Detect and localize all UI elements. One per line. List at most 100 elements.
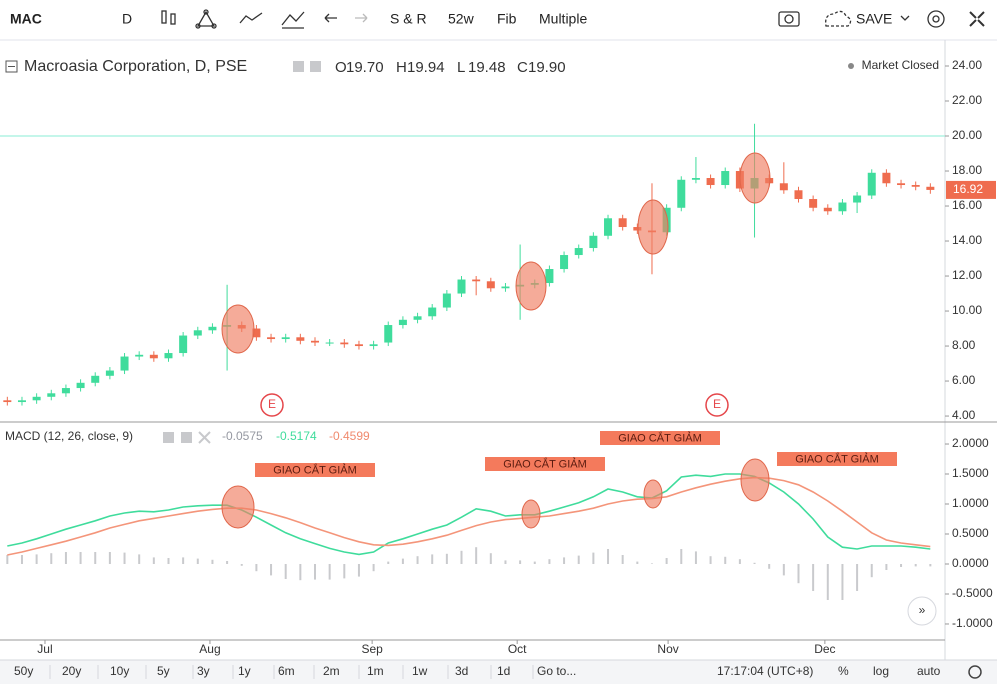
y-tick-label: 24.00: [952, 58, 982, 72]
log-toggle[interactable]: log: [873, 664, 889, 678]
y-tick-label: 18.00: [952, 163, 982, 177]
histogram-bar: [299, 563, 302, 581]
candle-body: [193, 330, 202, 336]
annotation-label: GIAO CẮT GIẢM: [273, 463, 357, 476]
range-button[interactable]: 1y: [238, 664, 251, 678]
candle-body: [179, 335, 188, 354]
histogram-bar: [870, 563, 873, 578]
histogram-bar: [211, 559, 214, 564]
save-button[interactable]: SAVE: [856, 11, 892, 27]
collapse-icon[interactable]: [5, 60, 18, 73]
histogram-bar: [607, 548, 610, 564]
range-button[interactable]: 1m: [367, 664, 384, 678]
range-button[interactable]: 3y: [197, 664, 210, 678]
candle-body: [882, 172, 891, 184]
histogram-bar: [343, 563, 346, 579]
candle-body: [457, 279, 466, 294]
candle-body: [823, 207, 832, 212]
y-tick-label: 22.00: [952, 93, 982, 107]
ohlc-label: L: [457, 59, 465, 76]
range-button[interactable]: 3d: [455, 664, 468, 678]
candle-body: [911, 185, 920, 187]
highlight: [740, 458, 770, 502]
legend-icons[interactable]: [293, 61, 321, 72]
candle-body: [61, 388, 70, 394]
ohlc-value: 19.90: [528, 59, 566, 76]
toolbar-icons[interactable]: [161, 9, 985, 29]
candle-body: [296, 337, 305, 341]
candle-body: [486, 281, 495, 289]
histogram-bar: [328, 563, 331, 580]
y-tick-label: 8.00: [952, 338, 976, 352]
histogram-bar: [196, 558, 199, 564]
range-button[interactable]: 5y: [157, 664, 170, 678]
range-button[interactable]: 10y: [110, 664, 129, 678]
histogram-bar: [255, 563, 258, 572]
candle-body: [472, 279, 481, 282]
y-tick-label: 4.00: [952, 408, 976, 422]
event-marker-label: E: [713, 397, 721, 411]
candle-body: [926, 186, 935, 190]
range-button[interactable]: 2m: [323, 664, 340, 678]
histogram-bar: [753, 562, 756, 564]
toolbar-button[interactable]: 52w: [448, 11, 475, 27]
auto-toggle[interactable]: auto: [917, 664, 941, 678]
toolbar-button[interactable]: Fib: [497, 11, 517, 27]
candle-body: [706, 178, 715, 186]
annotation-box: [485, 457, 605, 471]
histogram-bar: [797, 563, 800, 584]
x-tick-label: Jul: [37, 642, 52, 656]
range-button[interactable]: 50y: [14, 664, 33, 678]
candle-body: [398, 319, 407, 326]
candle-body: [354, 344, 363, 347]
toolbar-button[interactable]: Multiple: [539, 11, 587, 27]
range-button[interactable]: 1w: [412, 664, 428, 678]
range-button[interactable]: 1d: [497, 664, 510, 678]
go-to-button[interactable]: Go to...: [537, 664, 576, 678]
symbol[interactable]: MAC: [10, 11, 42, 27]
histogram-bar: [108, 551, 111, 564]
histogram-bar: [900, 563, 903, 567]
candle-body: [120, 356, 129, 371]
scroll-button[interactable]: [907, 596, 937, 626]
candle-body: [604, 218, 613, 236]
candle-body: [17, 400, 26, 403]
annotation-box: [255, 463, 375, 477]
candle-body: [677, 179, 686, 208]
indicator-line: [7, 473, 931, 556]
candle-body: [809, 199, 818, 208]
annotation-label: GIAO CẮT GIẢM: [503, 457, 587, 470]
histogram-bar: [64, 551, 67, 564]
histogram-bar: [50, 553, 53, 564]
histogram-bar: [387, 561, 390, 564]
toolbar-button[interactable]: S & R: [390, 11, 427, 27]
indicator-value: -0.5174: [276, 429, 317, 443]
last-price-tag: [946, 180, 996, 199]
y-tick-label: 2.0000: [952, 436, 989, 450]
annotation-box: [777, 452, 897, 466]
settings-icon[interactable]: [968, 665, 982, 679]
candle-body: [691, 178, 700, 180]
candle-body: [267, 337, 276, 340]
percent-toggle[interactable]: %: [838, 664, 849, 678]
x-tick-label: Nov: [657, 642, 678, 656]
scroll-button-icon[interactable]: »: [919, 603, 926, 617]
histogram-bar: [709, 556, 712, 564]
ohlc-value: 19.48: [468, 59, 506, 76]
chart-title: Macroasia Corporation, D, PSE: [24, 58, 247, 75]
y-tick-label: -0.5000: [952, 586, 993, 600]
candle-body: [325, 342, 334, 344]
event-marker[interactable]: [705, 393, 729, 417]
range-button[interactable]: 20y: [62, 664, 81, 678]
interval[interactable]: D: [122, 11, 132, 27]
candle-body: [633, 227, 642, 231]
range-button[interactable]: 6m: [278, 664, 295, 678]
market-status: Market Closed: [862, 58, 939, 72]
candle-body: [135, 354, 144, 357]
ohlc-value: 19.70: [346, 59, 384, 76]
histogram-bar: [636, 561, 639, 564]
histogram-bar: [812, 563, 815, 591]
candle-body: [442, 293, 451, 308]
event-marker[interactable]: [260, 393, 284, 417]
macd-icons[interactable]: [163, 431, 211, 444]
